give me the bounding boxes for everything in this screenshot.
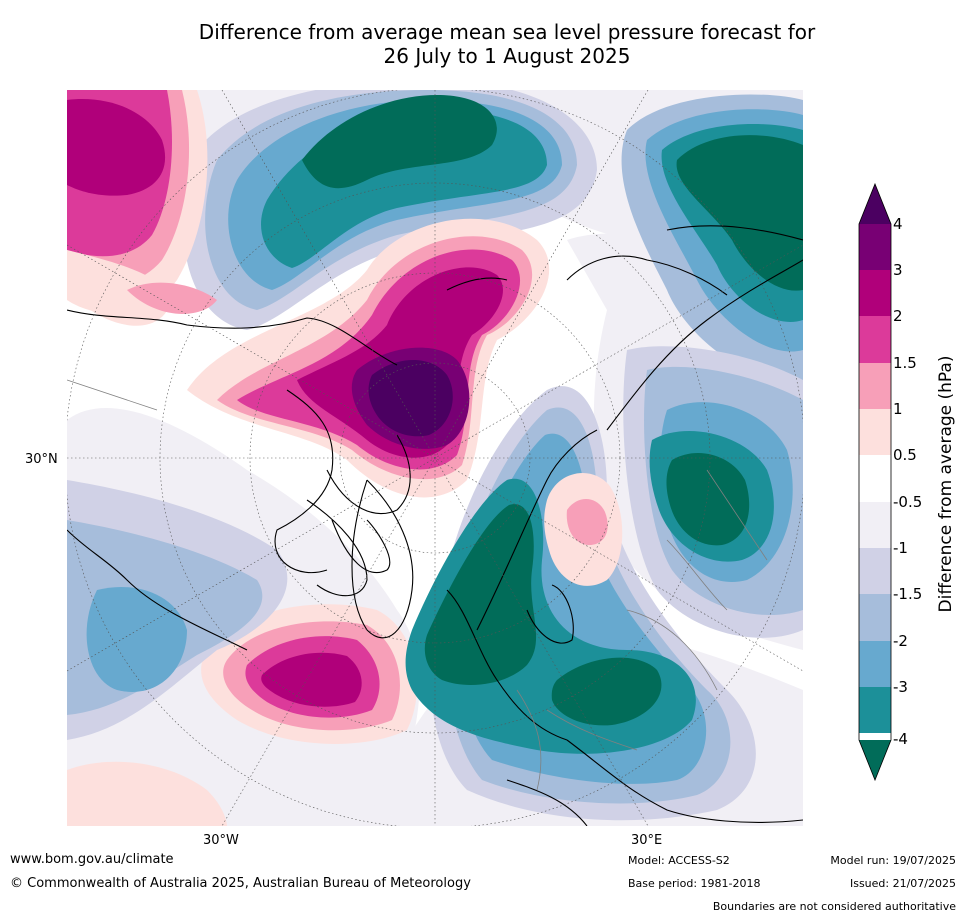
colorbar-tick-label: -2 bbox=[893, 632, 908, 650]
colorbar-bin bbox=[859, 641, 891, 687]
anomaly-region bbox=[676, 135, 803, 291]
colorbar-title: Difference from average (hPa) bbox=[936, 355, 956, 613]
footer-model-run: Model run: 19/07/2025 bbox=[830, 854, 956, 867]
map-title: Difference from average mean sea level p… bbox=[0, 20, 965, 68]
colorbar-tick-label: 1 bbox=[893, 400, 903, 418]
colorbar-bin bbox=[859, 455, 891, 502]
footer-url[interactable]: www.bom.gov.au/climate bbox=[10, 852, 174, 867]
colorbar-bin bbox=[859, 594, 891, 641]
colorbar-tick-label: 3 bbox=[893, 261, 903, 279]
lat-label-30n: 30°N bbox=[25, 452, 58, 467]
colorbar-bin bbox=[859, 316, 891, 363]
colorbar-tick-label: -3 bbox=[893, 678, 908, 696]
pressure-anomaly-map bbox=[67, 90, 803, 826]
anomaly-region bbox=[67, 99, 166, 196]
colorbar-extend-top bbox=[859, 184, 891, 224]
anomaly-region bbox=[302, 95, 497, 189]
colorbar-bin bbox=[859, 270, 891, 316]
coastlines bbox=[67, 225, 803, 826]
anomaly-region bbox=[127, 282, 217, 314]
anomaly-region bbox=[86, 586, 187, 692]
colorbar-tick-label: 0.5 bbox=[893, 446, 917, 464]
colorbar-bin bbox=[859, 687, 891, 733]
lon-label-30w: 30°W bbox=[203, 833, 239, 848]
colorbar-extend-bottom bbox=[859, 740, 891, 780]
colorbar-bin bbox=[859, 363, 891, 409]
colorbar-tick-label: 4 bbox=[893, 215, 903, 233]
colorbar-tick-label: -4 bbox=[893, 730, 908, 748]
footer-base-period: Base period: 1981-2018 bbox=[628, 877, 761, 890]
lon-label-30e: 30°E bbox=[631, 833, 663, 848]
anomaly-region bbox=[67, 250, 170, 326]
graticule bbox=[67, 90, 803, 826]
footer-copyright: © Commonwealth of Australia 2025, Austra… bbox=[10, 876, 471, 891]
colorbar-tick-label: 1.5 bbox=[893, 354, 917, 372]
anomaly-region bbox=[666, 452, 750, 546]
footer-issued: Issued: 21/07/2025 bbox=[849, 877, 956, 890]
anomaly-region bbox=[261, 652, 362, 707]
colorbar-tick-label: -0.5 bbox=[893, 493, 922, 511]
footer-disclaimer: Boundaries are not considered authoritat… bbox=[712, 900, 956, 913]
title-line-2: 26 July to 1 August 2025 bbox=[383, 44, 631, 68]
colorbar-bin bbox=[859, 224, 891, 270]
colorbar-outline bbox=[858, 182, 892, 782]
colorbar-tick-label: -1.5 bbox=[893, 585, 922, 603]
anomaly-region bbox=[368, 360, 453, 437]
anomaly-region bbox=[67, 761, 227, 826]
colorbar-bin bbox=[859, 409, 891, 455]
colorbar-bin bbox=[859, 502, 891, 548]
anomaly-region bbox=[424, 504, 537, 685]
footer-model: Model: ACCESS-S2 bbox=[628, 854, 730, 867]
anomaly-region bbox=[551, 657, 662, 726]
colorbar: 4 3 2 1.5 1 0.5 -0.5 -1 -1.5 -2 -3 -4 bbox=[858, 182, 922, 782]
anomaly-region bbox=[566, 498, 608, 545]
colorbar-tick-label: 2 bbox=[893, 307, 903, 325]
country-borders bbox=[67, 379, 768, 791]
title-line-1: Difference from average mean sea level p… bbox=[198, 20, 816, 44]
colorbar-tick-label: -1 bbox=[893, 539, 908, 557]
colorbar-bin bbox=[859, 548, 891, 594]
